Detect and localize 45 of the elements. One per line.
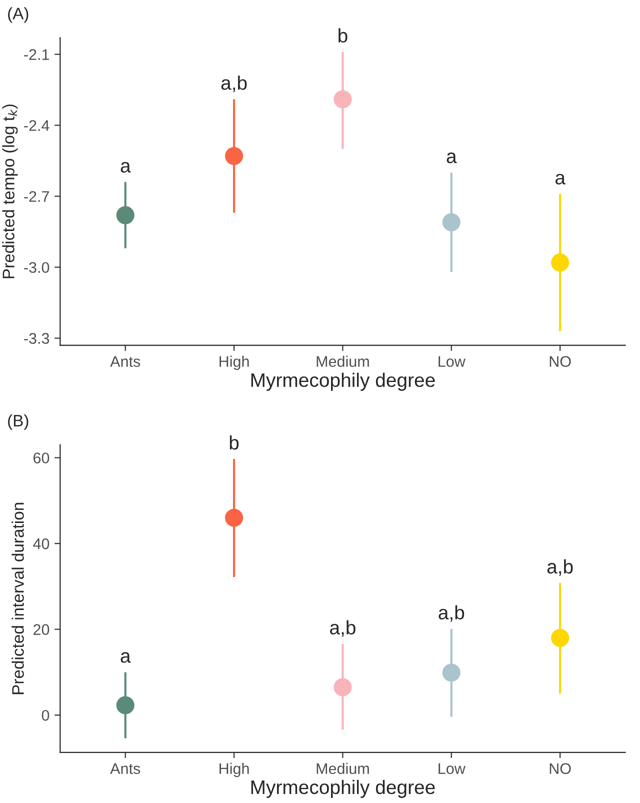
y-tick-label: -2.7	[24, 191, 49, 202]
point	[551, 628, 570, 647]
y-tick-label: -3.0	[24, 262, 50, 273]
y-axis-title: Predicted tempo (log t$_{k}$)	[2, 104, 18, 278]
x-axis-title: Myrmecophily degree	[251, 780, 435, 798]
x-tick-label: High	[220, 762, 249, 778]
point	[224, 508, 244, 527]
point	[334, 90, 352, 108]
point	[116, 696, 134, 714]
y-tick-label: 60	[34, 452, 50, 464]
annotation: a	[120, 652, 131, 663]
y-tick-label: 40	[33, 538, 50, 550]
annotation: b	[230, 435, 239, 450]
x-tick-label: NO	[550, 763, 571, 774]
x-tick-label: Medium	[316, 356, 369, 367]
annotation: a,b	[330, 620, 356, 637]
chart-title: (B)	[8, 414, 28, 430]
point	[442, 213, 460, 232]
x-tick-label: Ants	[110, 356, 140, 367]
x-tick-label: Ants	[110, 763, 140, 774]
annotation: a,b	[221, 76, 247, 92]
point	[551, 253, 570, 272]
y-tick-label: 20	[34, 624, 50, 635]
y-tick-label: -2.1	[24, 49, 49, 60]
annotation: a,b	[438, 605, 464, 622]
y-axis-title: Predicted interval duration	[12, 502, 24, 694]
point	[116, 206, 134, 224]
y-tick-label: -3.3	[24, 333, 50, 344]
point	[224, 146, 244, 166]
annotation: a,b	[547, 559, 573, 576]
x-tick-label: NO	[550, 356, 571, 367]
annotation: a	[120, 162, 131, 173]
chart-title: (A)	[8, 7, 28, 23]
y-tick-label: 0	[42, 710, 50, 721]
annotation: a	[446, 152, 457, 164]
point	[334, 678, 352, 696]
x-tick-label: High	[220, 356, 249, 370]
annotation: b	[338, 28, 348, 43]
x-tick-label: Medium	[316, 762, 369, 774]
x-axis-title: Myrmecophily degree	[251, 372, 435, 391]
x-tick-label: Low	[438, 356, 466, 367]
x-tick-label: Low	[438, 763, 466, 774]
annotation: a	[555, 174, 566, 184]
y-tick-label: -2.4	[24, 120, 50, 131]
point	[442, 664, 460, 682]
